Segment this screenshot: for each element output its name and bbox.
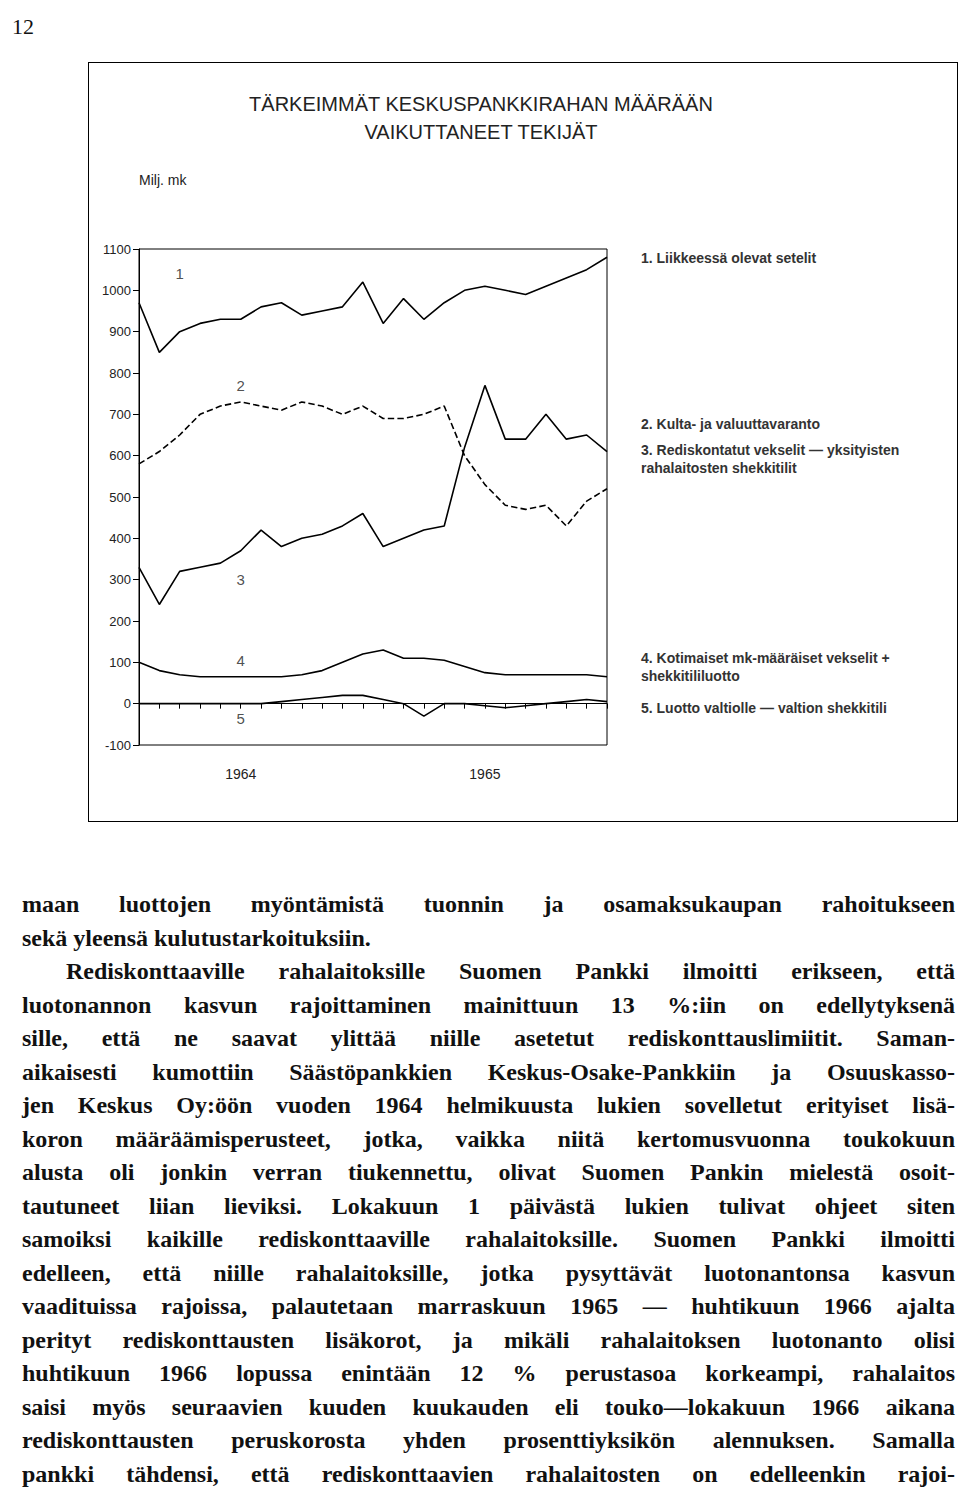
html-text:edelleen, että niille rahalait: edelleen, että niille rahalaitoksille, j… [22,1259,955,1286]
html-text:saisi myös seuraavien kuuden k: saisi myös seuraavien kuuden kuukauden e… [22,1393,955,1420]
svg-text:5: 5 [237,710,245,727]
svg-text:3: 3 [237,571,245,588]
html-text:huhtikuun 1966 lopussa enintää: huhtikuun 1966 lopussa enintään 12 % per… [22,1360,955,1386]
svg-text:-100: -100 [105,738,131,753]
html-text:rediskonttausten peruskorosta: rediskonttausten peruskorosta yhden pros… [22,1427,955,1453]
svg-text:1100: 1100 [103,242,131,257]
html-text:koron määräämisperusteet, jotk: koron määräämisperusteet, jotka, vaikka … [22,1125,955,1152]
html-text:jen Keskus Oy:öön vuoden 1964: jen Keskus Oy:öön vuoden 1964 helmikuust… [22,1092,955,1118]
html-text:vaadituissa rajoissa, palautet: vaadituissa rajoissa, palautetaan marras… [22,1293,955,1319]
html-text:tautuneet liian lieviksi. Loka: tautuneet liian lieviksi. Lokakuun 1 päi… [22,1192,955,1219]
svg-text:1: 1 [176,265,184,282]
svg-text:1000: 1000 [102,283,131,298]
html-text:maan luottojen myöntämistä tuo: maan luottojen myöntämistä tuonnin ja os… [22,891,955,917]
html-text:samoiksi kaikille rediskonttaa: samoiksi kaikille rediskonttaaville raha… [22,1226,955,1252]
html-text:12: 12 [12,14,34,39]
html-text:Rediskonttaaville rahalaitoksi: Rediskonttaaville rahalaitoksille Suomen… [66,958,955,984]
svg-text:500: 500 [109,490,131,505]
svg-text:700: 700 [109,407,131,422]
svg-text:TÄRKEIMMÄT KESKUSPANKKIRAHAN M: TÄRKEIMMÄT KESKUSPANKKIRAHAN MÄÄRÄÄN [249,93,713,115]
svg-text:900: 900 [109,324,131,339]
html-text:pankki tähdensi, että rediskon: pankki tähdensi, että rediskonttaavien r… [22,1460,955,1487]
svg-text:100: 100 [109,655,131,670]
svg-text:shekkitililuotto: shekkitililuotto [641,668,740,684]
svg-text:200: 200 [109,614,131,629]
html-text:sekä yleensä kulutustarkoituks: sekä yleensä kulutustarkoituksiin. [22,924,371,951]
svg-text:VAIKUTTANEET TEKIJÄT: VAIKUTTANEET TEKIJÄT [364,121,597,143]
svg-text:2. Kulta- ja valuuttavaranto: 2. Kulta- ja valuuttavaranto [641,416,820,432]
svg-text:800: 800 [109,366,131,381]
svg-text:5. Luotto valtiolle — valtion: 5. Luotto valtiolle — valtion shekkitili [641,700,887,716]
svg-text:1965: 1965 [469,766,500,782]
svg-text:2: 2 [237,377,245,394]
html-text:alusta oli jonkin verran tiuke: alusta oli jonkin verran tiukennettu, ol… [22,1159,955,1185]
html-text:perityt rediskonttausten lisäk: perityt rediskonttausten lisäkorot, ja m… [22,1326,955,1353]
svg-text:rahalaitosten shekkitilit: rahalaitosten shekkitilit [641,460,797,476]
svg-text:600: 600 [109,448,131,463]
html-text:luotonannon kasvun rajoittamin: luotonannon kasvun rajoittaminen mainitt… [22,991,955,1018]
svg-text:4. Kotimaiset mk-määräiset vek: 4. Kotimaiset mk-määräiset vekselit + [641,650,894,666]
svg-text:1964: 1964 [225,766,256,782]
svg-text:4: 4 [237,652,245,669]
html-text:aikaisesti kumottiin Säästöpan: aikaisesti kumottiin Säästöpankkien Kesk… [22,1058,955,1085]
svg-text:3. Rediskontatut vekselit — yk: 3. Rediskontatut vekselit — yksityisten [641,442,903,458]
html-text:sille, että ne saavat ylittää: sille, että ne saavat ylittää niille ase… [22,1025,955,1051]
svg-text:0: 0 [124,696,131,711]
svg-text:1. Liikkeessä olevat setelit: 1. Liikkeessä olevat setelit [641,250,816,266]
svg-text:400: 400 [109,531,131,546]
svg-text:300: 300 [109,572,131,587]
svg-text:Milj. mk: Milj. mk [139,172,187,188]
